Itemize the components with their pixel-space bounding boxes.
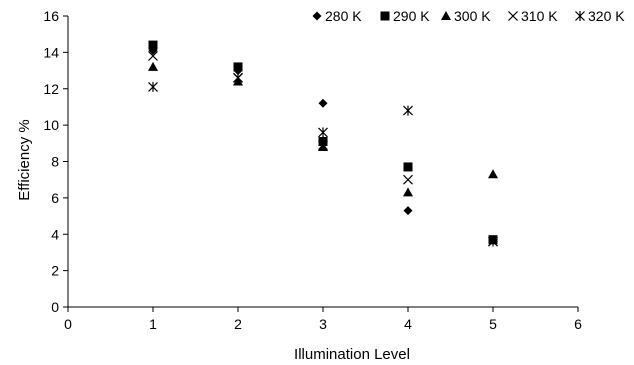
y-tick-label: 10	[43, 117, 59, 133]
point-diamond-2	[318, 98, 328, 108]
y-tick-label: 12	[43, 81, 59, 97]
data-points	[148, 40, 498, 247]
point-square-2	[318, 136, 328, 146]
x-tick-label: 5	[489, 316, 497, 332]
point-x-0	[148, 51, 158, 61]
legend-marker-square	[380, 11, 390, 21]
legend: 280 K 290 K 300 K 310 K 320 K	[312, 8, 625, 24]
point-square-1	[233, 62, 243, 72]
point-x-2	[318, 140, 328, 151]
y-tick-label: 2	[51, 263, 59, 279]
point-square-0	[148, 40, 158, 50]
x-tick-label: 2	[234, 316, 242, 332]
legend-marker-x	[508, 11, 518, 21]
point-square-3	[403, 162, 413, 172]
y-tick-label: 6	[51, 190, 59, 206]
y-tick-label: 16	[43, 8, 59, 24]
y-axis-ticks: 0 2 4 6 8 10 12 14 16	[43, 8, 68, 315]
x-tick-label: 3	[319, 316, 327, 332]
y-axis-label: Efficiency %	[16, 119, 33, 200]
point-diamond-3	[403, 206, 413, 216]
legend-label: 300 K	[454, 8, 491, 24]
y-tick-label: 14	[43, 44, 59, 60]
point-asterisk-1	[233, 72, 243, 83]
point-x-3	[403, 174, 413, 185]
point-asterisk-0	[148, 81, 158, 92]
point-triangle-0	[148, 61, 158, 71]
legend-marker-asterisk	[575, 11, 585, 21]
legend-label: 320 K	[588, 8, 625, 24]
point-asterisk-2	[318, 127, 328, 138]
legend-marker-diamond	[312, 11, 322, 21]
x-axis-label: Illumination Level	[294, 346, 410, 363]
legend-label: 280 K	[325, 8, 362, 24]
point-triangle-2	[318, 141, 328, 151]
x-tick-label: 0	[64, 316, 72, 332]
y-tick-label: 8	[51, 154, 59, 170]
legend-label: 290 K	[393, 8, 430, 24]
legend-label: 310 K	[521, 8, 558, 24]
x-axis-ticks: 0 1 2 3 4 5 6	[64, 307, 582, 332]
legend-marker-triangle	[441, 11, 451, 20]
point-asterisk-4	[488, 236, 498, 247]
y-tick-label: 4	[51, 226, 59, 242]
x-tick-label: 6	[574, 316, 582, 332]
point-asterisk-3	[403, 105, 413, 116]
x-tick-label: 1	[149, 316, 157, 332]
x-tick-label: 4	[404, 316, 412, 332]
point-triangle-3	[403, 187, 413, 197]
y-tick-label: 0	[51, 299, 59, 315]
point-triangle-4	[488, 169, 498, 179]
